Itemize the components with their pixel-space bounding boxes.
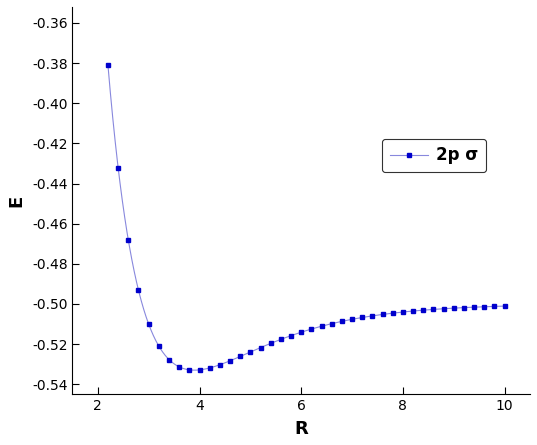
2p σ [420, 307, 426, 313]
2p σ [156, 344, 162, 349]
2p σ [247, 349, 253, 355]
2p σ [481, 304, 488, 309]
2p σ [318, 324, 325, 329]
2p σ [440, 306, 447, 312]
2p σ [298, 330, 304, 335]
2p σ [339, 319, 345, 324]
2p σ [288, 333, 294, 338]
2p σ [349, 317, 355, 322]
2p σ [359, 315, 366, 320]
2p σ [176, 364, 183, 369]
Legend: 2p σ: 2p σ [382, 138, 486, 172]
2p σ [471, 304, 477, 310]
2p σ [430, 307, 437, 312]
2p σ [400, 309, 406, 315]
2p σ [502, 303, 508, 309]
2p σ [186, 367, 193, 372]
2p σ [461, 305, 467, 310]
2p σ [389, 311, 396, 316]
X-axis label: R: R [294, 420, 308, 438]
2p σ [308, 326, 315, 332]
2p σ [105, 63, 111, 68]
2p σ [227, 358, 233, 364]
2p σ [267, 341, 274, 346]
2p σ [135, 287, 142, 293]
2p σ [369, 313, 376, 319]
2p σ [451, 305, 457, 311]
2p σ [206, 365, 213, 371]
2p σ [216, 362, 223, 368]
2p σ [237, 354, 243, 359]
2p σ [329, 321, 335, 326]
2p σ [166, 357, 172, 362]
2p σ [491, 304, 498, 309]
2p σ [379, 312, 386, 317]
2p σ [257, 345, 264, 350]
2p σ [278, 337, 284, 342]
2p σ [125, 237, 132, 243]
2p σ [115, 165, 121, 170]
2p σ [146, 321, 152, 327]
Line: 2p σ: 2p σ [106, 63, 507, 372]
2p σ [410, 308, 416, 314]
2p σ [197, 367, 203, 372]
Y-axis label: E: E [7, 194, 25, 207]
